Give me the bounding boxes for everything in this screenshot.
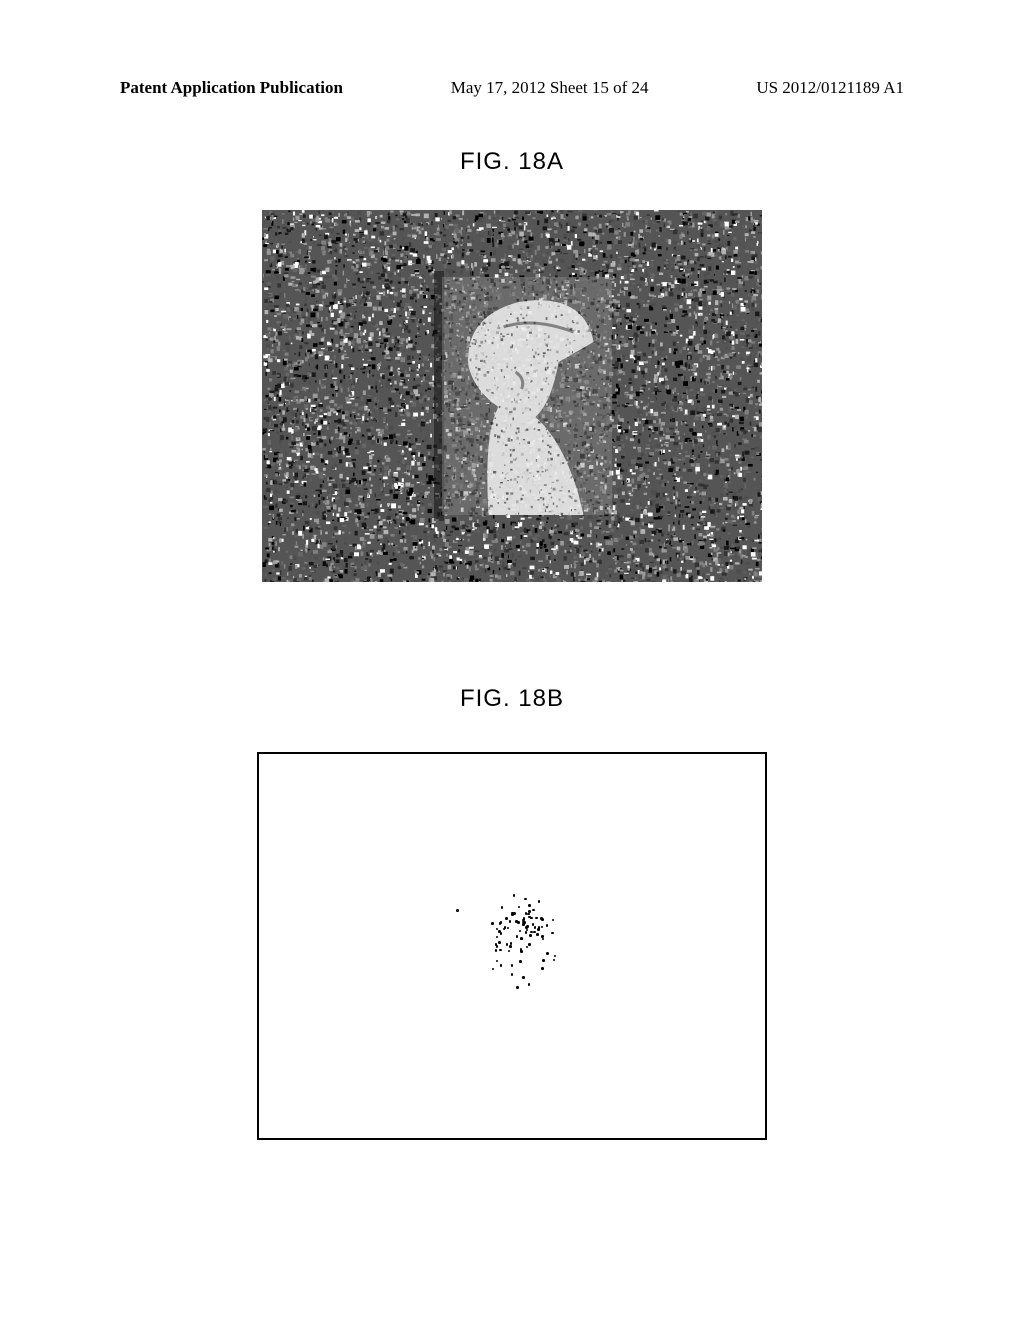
figure-18a-image [262, 210, 762, 582]
figure-18b-image [257, 752, 767, 1140]
page-header: Patent Application Publication May 17, 2… [0, 78, 1024, 98]
figure-18b-label: FIG. 18B [460, 685, 564, 713]
figure-18a-label: FIG. 18A [460, 148, 564, 176]
header-publication: Patent Application Publication [120, 78, 343, 98]
header-date-sheet: May 17, 2012 Sheet 15 of 24 [451, 78, 649, 98]
scatter-cluster [474, 904, 584, 994]
header-patent-number: US 2012/0121189 A1 [756, 78, 904, 98]
